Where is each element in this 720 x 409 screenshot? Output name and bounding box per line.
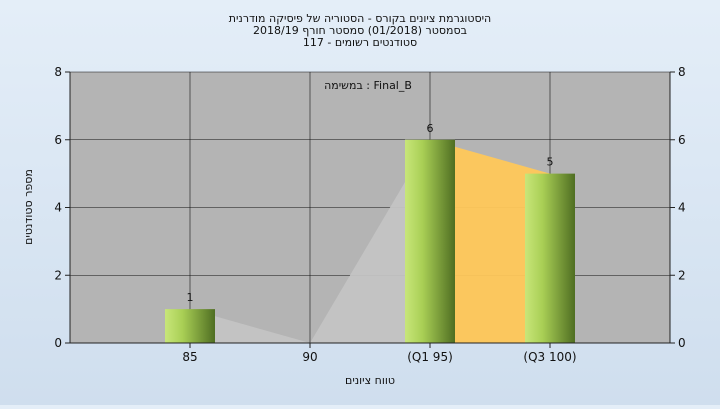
y-tick-label-left-0: 0 (54, 336, 62, 350)
y-tick-label-left-3: 6 (54, 133, 62, 147)
y-tick-labels-left: 0 2 4 6 8 (54, 65, 62, 350)
title-line-2: בסמסטר (01/2018) סמסטר חורף 2018/19 (253, 24, 467, 37)
value-label-0: 1 (187, 291, 194, 304)
bar-2 (405, 139, 455, 343)
x-axis-label: טווח ציונים (345, 374, 395, 387)
y-axis-label: מספר סטודנטים (22, 169, 35, 245)
axes (65, 71, 675, 348)
x-tick-label-0: 85 (182, 350, 197, 364)
bars (165, 139, 575, 343)
legend-text: במשימה : Final_B (324, 79, 412, 92)
y-tick-label-right-1: 2 (678, 268, 686, 282)
y-tick-label-right-3: 6 (678, 133, 686, 147)
x-tick-label-3: (Q3 100) (523, 350, 576, 364)
x-tick-label-2: (Q1 95) (407, 350, 453, 364)
area-segment-2 (430, 139, 550, 343)
y-tick-label-left-2: 4 (54, 201, 62, 215)
y-tick-label-left-4: 8 (54, 65, 62, 79)
y-tick-label-right-4: 8 (678, 65, 686, 79)
y-tick-labels-right: 0 2 4 6 8 (678, 65, 686, 350)
y-tick-label-left-1: 2 (54, 268, 62, 282)
area-segment-1 (310, 139, 430, 343)
title-line-3: סטודנטים רשומים - 117 (303, 36, 417, 49)
y-tick-label-right-0: 0 (678, 336, 686, 350)
chart-title: היסטוגרמת ציונים בקורס - הסטוריה של פיסי… (229, 12, 492, 49)
area-fills (190, 139, 550, 343)
y-tick-label-right-2: 4 (678, 201, 686, 215)
value-label-3: 5 (547, 156, 554, 169)
title-line-1: היסטוגרמת ציונים בקורס - הסטוריה של פיסי… (229, 12, 492, 25)
x-tick-labels: 85 90 (Q1 95) (Q3 100) (182, 350, 576, 364)
area-segment-0 (190, 309, 310, 343)
x-tick-label-1: 90 (302, 350, 317, 364)
bar-0 (165, 309, 215, 343)
value-labels: 1 6 5 (187, 122, 554, 304)
bar-3 (525, 173, 575, 343)
value-label-2: 6 (427, 122, 434, 135)
